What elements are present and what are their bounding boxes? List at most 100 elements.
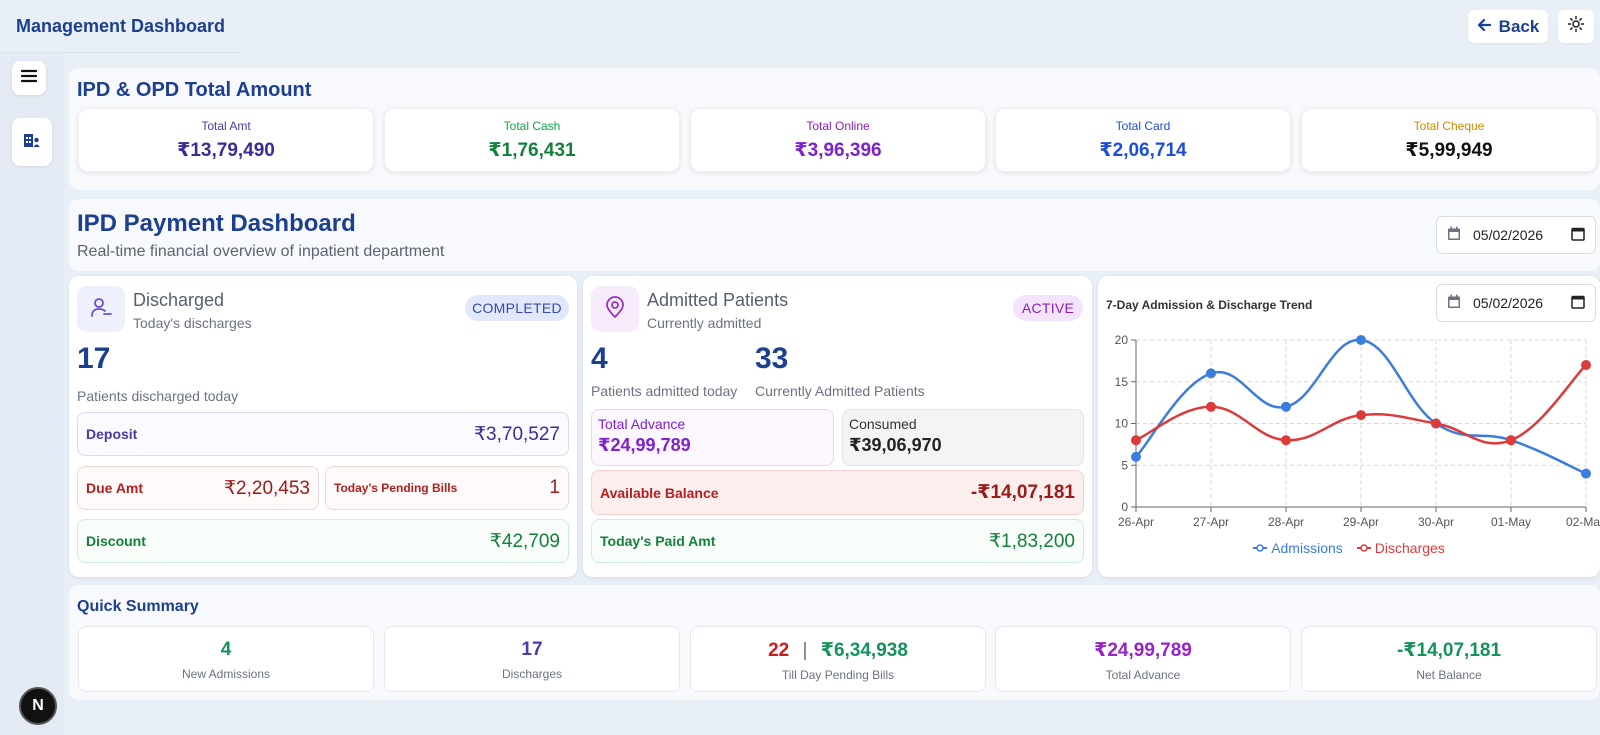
qs-discharges: 17 Discharges bbox=[384, 626, 680, 692]
qs-pending-bills: 22 | ₹6,34,938 Till Day Pending Bills bbox=[690, 626, 986, 692]
available-balance-value: -₹14,07,181 bbox=[970, 482, 1075, 503]
x-tick-label: 27-Apr bbox=[1193, 515, 1229, 529]
admitted-today-caption: Patients admitted today bbox=[591, 383, 738, 399]
data-point-discharges bbox=[1506, 435, 1516, 446]
data-point-discharges bbox=[1206, 401, 1216, 412]
data-point-discharges bbox=[1281, 435, 1291, 446]
x-tick-label: 30-Apr bbox=[1418, 515, 1454, 529]
qs-pending-separator: | bbox=[802, 640, 808, 661]
user-minus-icon bbox=[90, 296, 112, 323]
y-tick-label: 5 bbox=[1121, 458, 1128, 472]
total-cash-value: ₹1,76,431 bbox=[488, 140, 576, 161]
y-tick-label: 10 bbox=[1115, 417, 1129, 431]
quick-summary-title: Quick Summary bbox=[77, 598, 199, 615]
ipd-date-input[interactable]: 05/02/2026 bbox=[1436, 216, 1596, 254]
total-amt-label: Total Amt bbox=[201, 119, 251, 133]
x-tick-label: 02-May bbox=[1566, 515, 1600, 529]
discharged-title: Discharged bbox=[133, 290, 225, 310]
qs-pending-amount: ₹6,34,938 bbox=[820, 640, 908, 661]
qs-net-balance-label: Net Balance bbox=[1416, 668, 1482, 682]
data-point-discharges bbox=[1131, 435, 1141, 446]
data-point-discharges bbox=[1581, 360, 1591, 371]
qs-net-balance: -₹14,07,181 Net Balance bbox=[1301, 626, 1597, 692]
currently-admitted-count: 33 bbox=[755, 342, 789, 375]
total-cheque-label: Total Cheque bbox=[1413, 119, 1485, 133]
consumed-box: Consumed ₹39,06,970 bbox=[842, 409, 1084, 466]
total-online-card: Total Online ₹3,96,396 bbox=[690, 108, 986, 172]
trend-date-input[interactable]: 05/02/2026 bbox=[1436, 284, 1596, 322]
discount-value: ₹42,709 bbox=[489, 530, 560, 552]
x-tick-label: 01-May bbox=[1491, 515, 1531, 529]
admitted-card: Admitted Patients Currently admitted ACT… bbox=[583, 276, 1092, 577]
pending-bills-value: 1 bbox=[549, 477, 560, 498]
y-tick-label: 0 bbox=[1121, 500, 1128, 514]
calendar-icon bbox=[1447, 294, 1461, 312]
trend-date-value: 05/02/2026 bbox=[1473, 295, 1544, 311]
ipd-date-value: 05/02/2026 bbox=[1473, 227, 1544, 243]
legend-admissions[interactable]: Admissions bbox=[1253, 540, 1343, 556]
back-label: Back bbox=[1498, 16, 1540, 36]
total-card-card: Total Card ₹2,06,714 bbox=[995, 108, 1291, 172]
paid-amt-value: ₹1,83,200 bbox=[988, 530, 1075, 552]
due-amt-row: Due Amt ₹2,20,453 bbox=[77, 466, 319, 510]
hospital-users-icon bbox=[23, 132, 41, 153]
x-tick-label: 26-Apr bbox=[1118, 515, 1154, 529]
total-card-label: Total Card bbox=[1115, 119, 1171, 133]
data-point-discharges bbox=[1356, 410, 1366, 421]
total-advance-label: Total Advance bbox=[598, 416, 686, 432]
data-point-admissions bbox=[1206, 368, 1216, 379]
map-pin-icon-box bbox=[591, 286, 639, 332]
qs-pending-count: 22 bbox=[768, 640, 790, 661]
data-point-admissions bbox=[1131, 451, 1141, 462]
total-online-value: ₹3,96,396 bbox=[794, 140, 882, 161]
data-point-admissions bbox=[1356, 335, 1366, 345]
sidebar-item-hospital[interactable] bbox=[12, 118, 52, 166]
menu-toggle-button[interactable] bbox=[12, 61, 46, 95]
data-point-admissions bbox=[1581, 468, 1591, 479]
qs-total-advance: ₹24,99,789 Total Advance bbox=[995, 626, 1291, 692]
due-amt-value: ₹2,20,453 bbox=[223, 477, 310, 499]
trend-chart-card: 7-Day Admission & Discharge Trend 05/02/… bbox=[1098, 276, 1600, 577]
data-point-discharges bbox=[1431, 418, 1441, 429]
top-bar: Management Dashboard Back bbox=[0, 0, 1600, 53]
data-point-admissions bbox=[1281, 401, 1291, 412]
completed-badge: COMPLETED bbox=[465, 295, 569, 321]
x-tick-label: 28-Apr bbox=[1268, 515, 1304, 529]
total-advance-value: ₹24,99,789 bbox=[598, 435, 691, 455]
paid-amt-row: Today's Paid Amt ₹1,83,200 bbox=[591, 519, 1084, 563]
menu-icon bbox=[20, 69, 38, 88]
qs-pending-values: 22 | ₹6,34,938 bbox=[691, 639, 985, 662]
currently-admitted-caption: Currently Admitted Patients bbox=[755, 383, 925, 399]
pending-bills-row: Today's Pending Bills 1 bbox=[325, 466, 569, 510]
qs-net-balance-value: -₹14,07,181 bbox=[1396, 640, 1502, 661]
pending-bills-label: Today's Pending Bills bbox=[334, 481, 458, 495]
discharged-card: Discharged Today's discharges COMPLETED … bbox=[69, 276, 577, 577]
consumed-value: ₹39,06,970 bbox=[849, 435, 942, 455]
admitted-subtitle: Currently admitted bbox=[647, 315, 762, 331]
due-amt-label: Due Amt bbox=[86, 480, 144, 496]
ipd-title: IPD Payment Dashboard bbox=[77, 210, 356, 237]
qs-new-admissions-label: New Admissions bbox=[181, 667, 271, 681]
arrow-left-icon bbox=[1477, 17, 1491, 37]
discount-label: Discount bbox=[86, 533, 146, 549]
back-button[interactable]: Back bbox=[1468, 10, 1548, 43]
deposit-value: ₹3,70,527 bbox=[473, 423, 560, 445]
active-badge: ACTIVE bbox=[1013, 295, 1083, 321]
sun-icon bbox=[1567, 15, 1585, 37]
calendar-picker-icon[interactable] bbox=[1571, 295, 1585, 312]
qs-total-advance-value: ₹24,99,789 bbox=[1094, 640, 1192, 661]
x-tick-label: 29-Apr bbox=[1343, 515, 1379, 529]
app-logo[interactable]: N bbox=[19, 687, 57, 725]
total-amt-value: ₹13,79,490 bbox=[177, 140, 275, 161]
available-balance-label: Available Balance bbox=[600, 484, 719, 501]
calendar-picker-icon[interactable] bbox=[1571, 227, 1585, 244]
y-tick-label: 20 bbox=[1115, 333, 1129, 347]
y-tick-label: 15 bbox=[1115, 375, 1129, 389]
deposit-label: Deposit bbox=[86, 426, 138, 442]
legend-discharges[interactable]: Discharges bbox=[1356, 540, 1445, 556]
discount-row: Discount ₹42,709 bbox=[77, 519, 569, 563]
total-amt-card: Total Amt ₹13,79,490 bbox=[78, 108, 374, 172]
chart-title: 7-Day Admission & Discharge Trend bbox=[1106, 298, 1313, 312]
theme-toggle-button[interactable] bbox=[1558, 10, 1594, 43]
qs-discharges-value: 17 bbox=[521, 639, 543, 660]
